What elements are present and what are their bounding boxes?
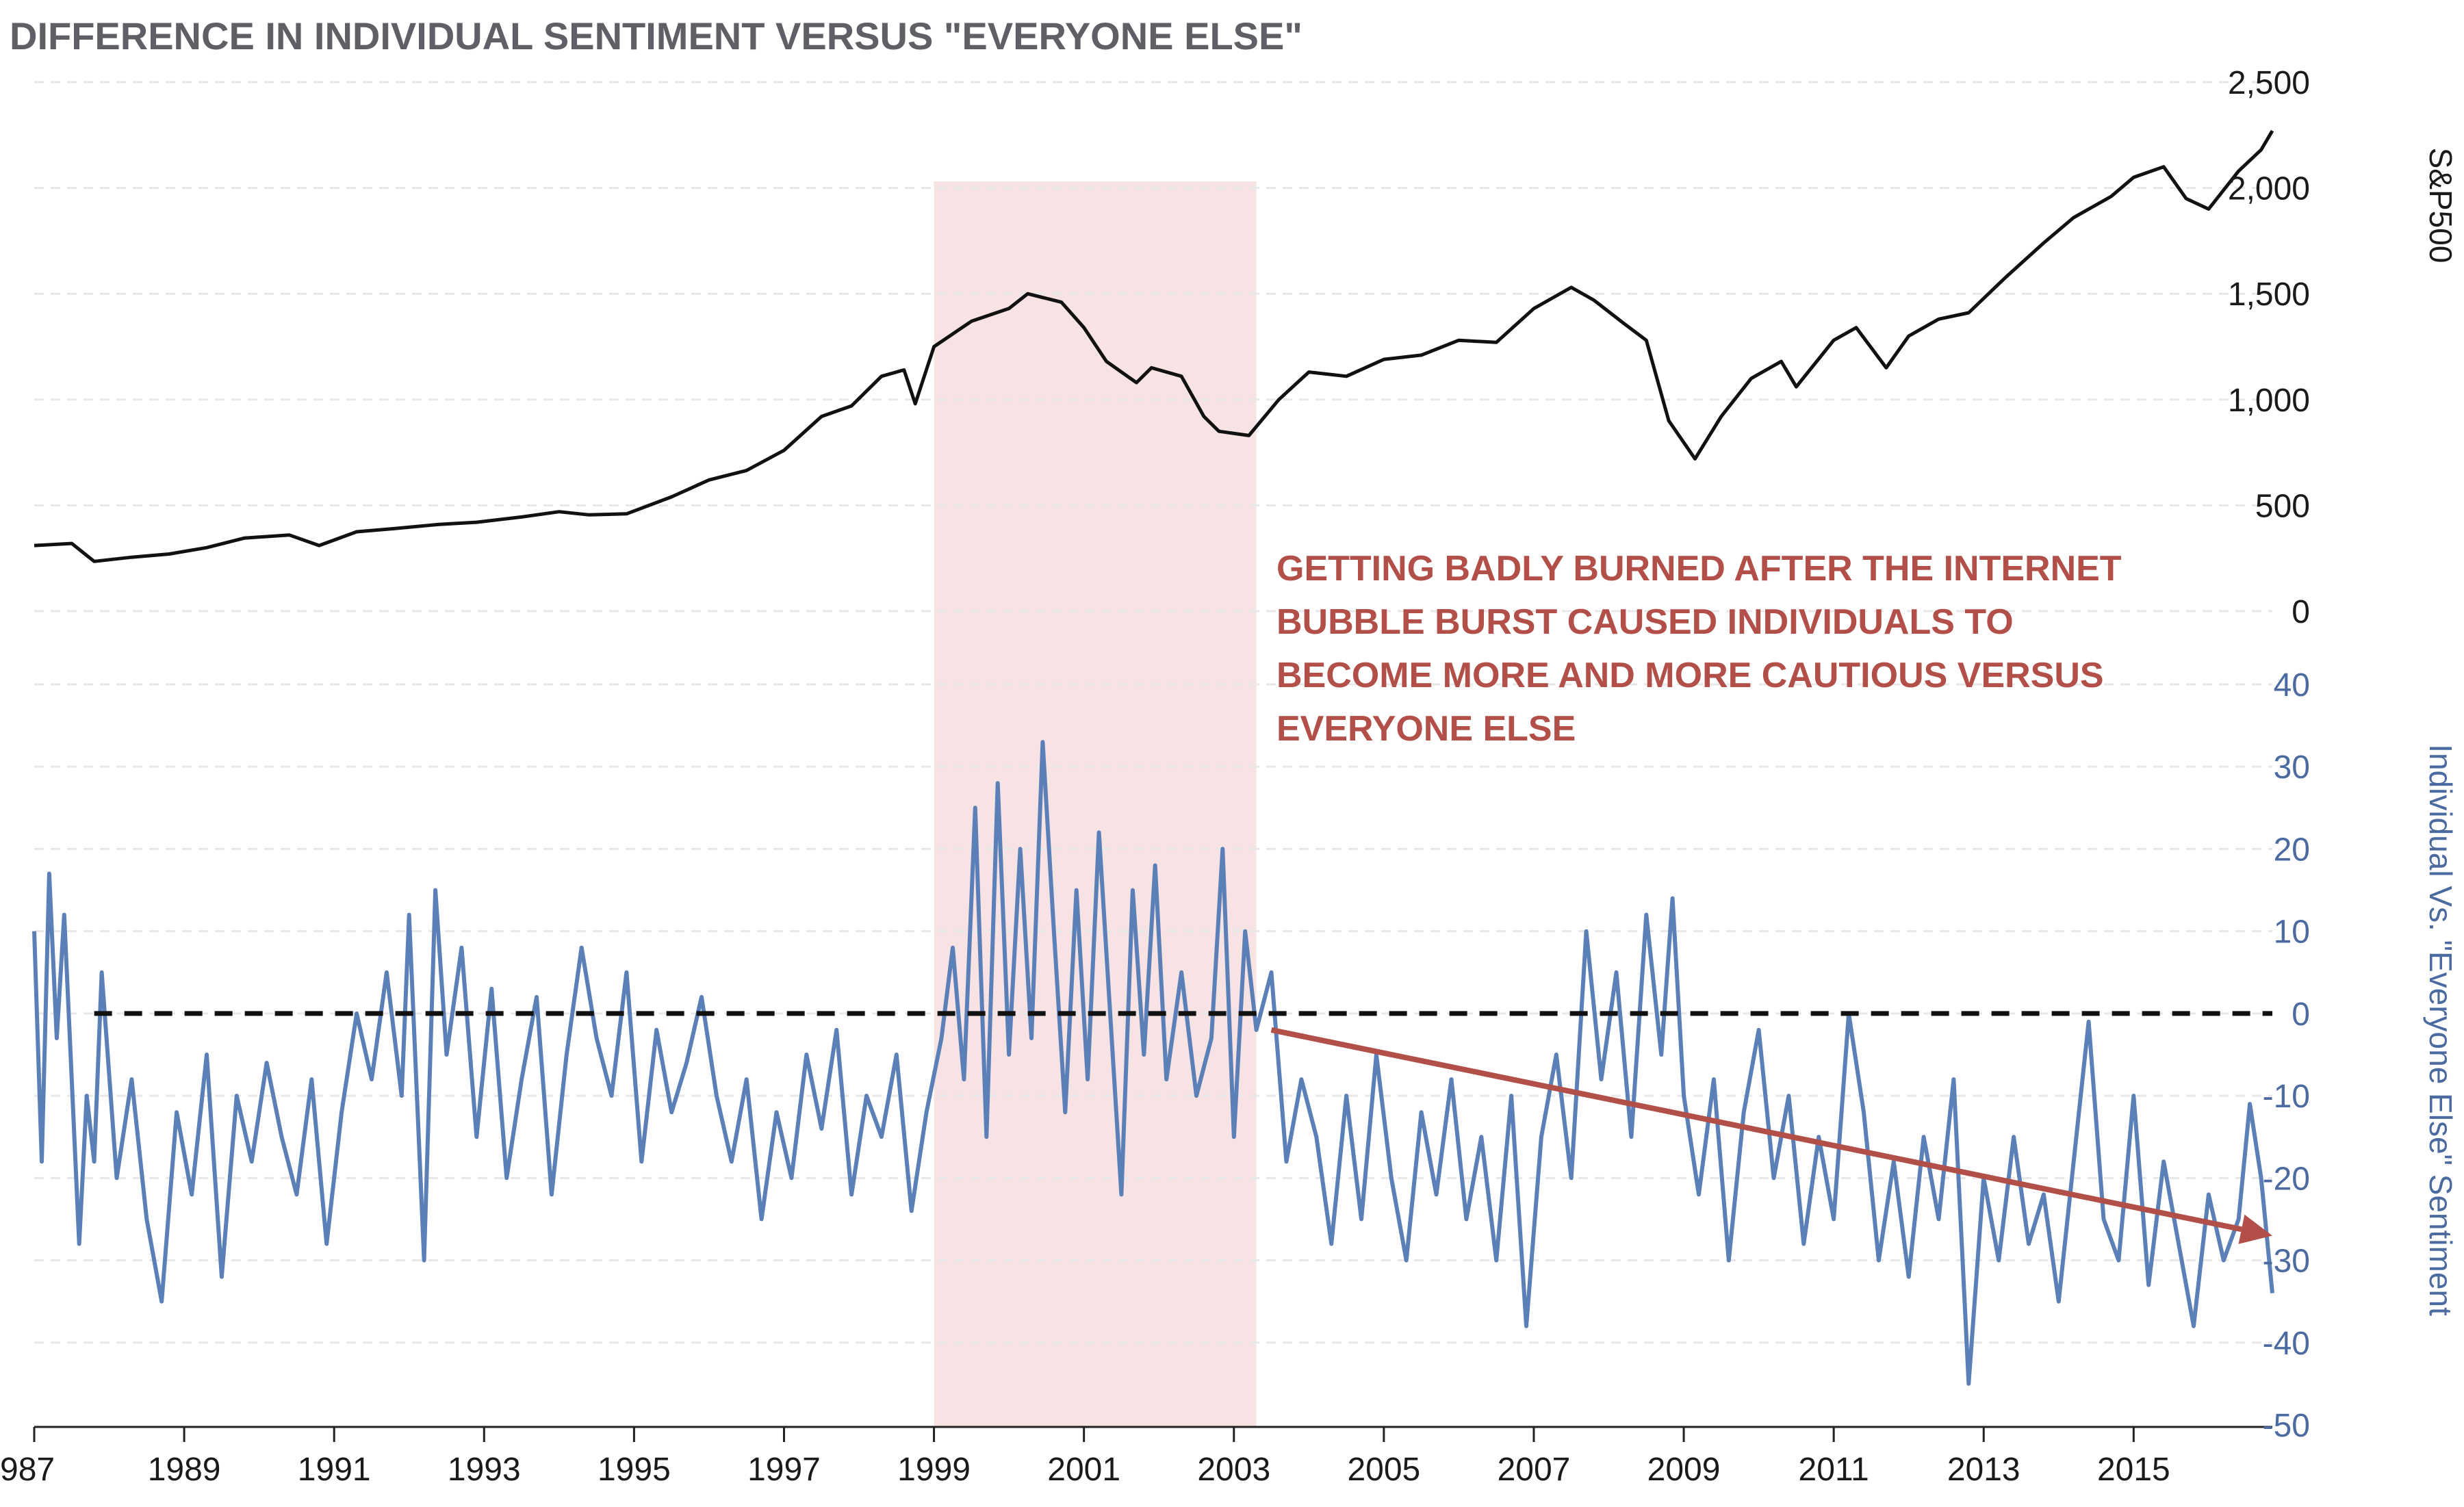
sp500-tick-label: 2,500 (2228, 65, 2310, 101)
annotation-line: EVERYONE ELSE (1276, 709, 1576, 749)
sentiment-axis-title: Individual Vs. "Everyone Else" Sentiment (2423, 744, 2459, 1316)
sentiment-tick-label: 10 (2274, 914, 2310, 951)
x-tick-label: 2013 (1947, 1452, 2020, 1488)
x-tick-label: 2007 (1498, 1452, 1571, 1488)
sentiment-tick-label: 0 (2292, 996, 2310, 1033)
sp500-axis-title: S&P500 (2423, 148, 2459, 263)
sp500-tick-label: 0 (2292, 594, 2310, 630)
sentiment-tick-label: -50 (2263, 1408, 2310, 1444)
sentiment-tick-label: -10 (2263, 1079, 2310, 1115)
sp500-series-line (34, 129, 2274, 563)
x-tick-label: 1991 (298, 1452, 371, 1488)
x-tick-label: 2015 (2097, 1452, 2170, 1488)
sp500-tick-label: 500 (2255, 488, 2310, 524)
x-axis: 987 1989 1991 1993 1995 1997 1999 2001 2003 2005 2… (0, 1427, 2170, 1488)
annotation-line: BECOME MORE AND MORE CAUTIOUS VERSUS (1276, 656, 2104, 695)
annotation-line: BUBBLE BURST CAUSED INDIVIDUALS TO (1276, 602, 2014, 642)
x-tick-label: 2009 (1647, 1452, 1721, 1488)
sentiment-tick-label: 30 (2274, 749, 2310, 786)
chart-title: DIFFERENCE IN INDIVIDUAL SENTIMENT VERSU… (10, 14, 1302, 57)
x-tick-label: 2001 (1047, 1452, 1120, 1488)
sentiment-series-line (32, 740, 2274, 1386)
sentiment-tick-label: -20 (2263, 1161, 2310, 1197)
trend-arrow-head (2238, 1214, 2272, 1244)
x-tick-label: 1995 (598, 1452, 671, 1488)
sentiment-tick-label: -40 (2263, 1326, 2310, 1362)
sentiment-axis: 40 30 20 10 0 -10 -20 -30 -40 -50 (2263, 667, 2310, 1444)
sp500-axis: 2,500 2,000 1,500 1,000 500 0 (2228, 65, 2310, 630)
sentiment-tick-label: 40 (2274, 667, 2310, 704)
x-tick-label: 2011 (1799, 1452, 1869, 1488)
sentiment-tick-label: -30 (2263, 1244, 2310, 1280)
highlight-region (934, 181, 1257, 1427)
x-tick-label: 1989 (148, 1452, 221, 1488)
trend-arrow-line (1270, 1027, 2242, 1233)
x-tick-label: 1997 (747, 1452, 821, 1488)
sp500-tick-label: 2,000 (2228, 171, 2310, 207)
x-tick-label: 987 (0, 1452, 55, 1488)
sentiment-tick-label: 20 (2274, 832, 2310, 868)
x-tick-label: 2005 (1347, 1452, 1420, 1488)
annotation: GETTING BADLY BURNED AFTER THE INTERNET … (1276, 549, 2122, 749)
sp500-tick-label: 1,000 (2228, 383, 2310, 419)
x-tick-label: 1999 (897, 1452, 971, 1488)
x-tick-label: 2003 (1197, 1452, 1270, 1488)
sp500-tick-label: 1,500 (2228, 276, 2310, 313)
annotation-line: GETTING BADLY BURNED AFTER THE INTERNET (1276, 549, 2122, 589)
x-tick-label: 1993 (448, 1452, 521, 1488)
